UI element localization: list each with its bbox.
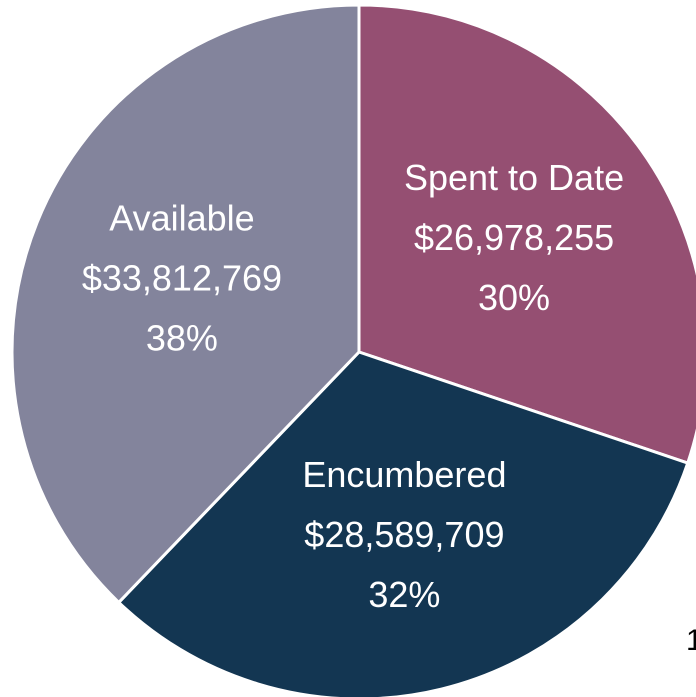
slice-label: Encumbered bbox=[302, 454, 506, 495]
slice-percent-label: 38% bbox=[146, 317, 218, 358]
slice-label: Available bbox=[109, 197, 254, 238]
pie-slice bbox=[357, 3, 696, 465]
slice-value-label: $33,812,769 bbox=[82, 257, 282, 298]
slice-percent-label: 32% bbox=[368, 574, 440, 615]
page-number: 1 bbox=[686, 624, 696, 657]
slice-value-label: $28,589,709 bbox=[304, 514, 504, 555]
pie-slice bbox=[10, 3, 361, 605]
pie-slice bbox=[116, 350, 690, 697]
slice-value-label: $26,978,255 bbox=[414, 217, 614, 258]
slice-percent-label: 30% bbox=[478, 277, 550, 318]
slice-label: Spent to Date bbox=[404, 157, 624, 198]
